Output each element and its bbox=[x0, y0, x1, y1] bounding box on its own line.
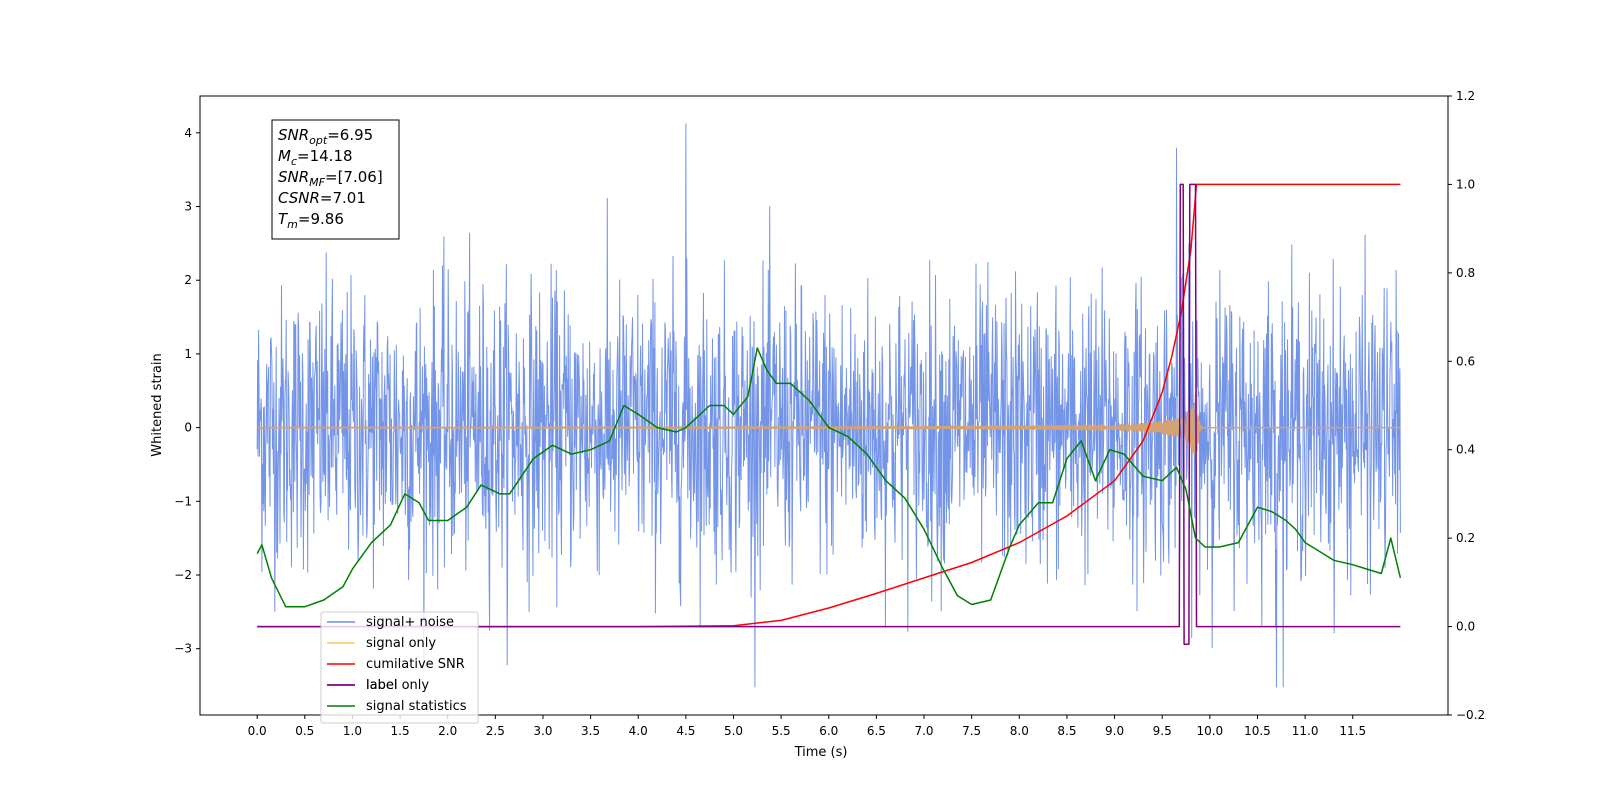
x-axis-ticks: 0.0 0.5 1.0 1.5 2.0 2.5 3.0 3.5 4.0 4.5 5.0 5.5 6.0 6… bbox=[248, 715, 1366, 738]
y-tick-label: 0 bbox=[184, 421, 192, 435]
x-tick-label: 6.0 bbox=[819, 724, 838, 738]
plot-frame bbox=[199, 95, 1449, 716]
annotation-line: Tm=9.86 bbox=[278, 210, 344, 231]
y-tick-label: 3 bbox=[184, 200, 192, 214]
x-tick-label: 7.5 bbox=[962, 724, 981, 738]
x-tick-label: 8.5 bbox=[1057, 724, 1076, 738]
y-tick-label: −3 bbox=[174, 642, 192, 656]
y-tick-label: 1 bbox=[184, 347, 192, 361]
legend-entry-label: label only bbox=[366, 678, 429, 693]
legend-entry-label: signal only bbox=[366, 636, 436, 651]
legend: signal+ noise signal only cumilative SNR la… bbox=[320, 611, 479, 724]
x-tick-label: 0.5 bbox=[295, 724, 314, 738]
x-tick-label: 10.5 bbox=[1244, 724, 1271, 738]
x-tick-label: 2.5 bbox=[486, 724, 505, 738]
series-signal-statistics-line bbox=[256, 347, 1402, 608]
x-tick-label: 8.0 bbox=[1010, 724, 1029, 738]
x-tick-label: 1.5 bbox=[391, 724, 410, 738]
x-tick-label: 9.5 bbox=[1153, 724, 1172, 738]
series-layer bbox=[256, 123, 1402, 688]
annotation-line: Mc=14.18 bbox=[278, 147, 353, 168]
annotation-line: SNRopt=6.95 bbox=[278, 126, 373, 147]
x-tick-label: 11.5 bbox=[1339, 724, 1366, 738]
legend-entry-label: signal statistics bbox=[366, 699, 467, 714]
y2-tick-label: 0.2 bbox=[1456, 531, 1475, 545]
x-tick-label: 0.0 bbox=[248, 724, 267, 738]
y-tick-label: −1 bbox=[174, 494, 192, 508]
annotation-box: SNRopt=6.95Mc=14.18SNRMF=[7.06]CSNR=7.01… bbox=[271, 119, 400, 240]
legend-entry-label: cumilative SNR bbox=[366, 657, 465, 672]
series-signal-noise-line bbox=[256, 123, 1401, 688]
x-tick-label: 4.5 bbox=[676, 724, 695, 738]
x-tick-label: 3.0 bbox=[533, 724, 552, 738]
y-tick-label: 2 bbox=[184, 273, 192, 287]
x-tick-label: 4.0 bbox=[629, 724, 648, 738]
x-tick-label: 5.5 bbox=[772, 724, 791, 738]
x-tick-label: 1.0 bbox=[343, 724, 362, 738]
x-tick-label: 10.0 bbox=[1196, 724, 1223, 738]
y-tick-label: −2 bbox=[174, 568, 192, 582]
y2-axis-ticks: 1.2 1.0 0.8 0.6 0.4 0.2 0.0 −0.2 bbox=[1448, 89, 1485, 722]
y2-tick-label: 0.8 bbox=[1456, 266, 1475, 280]
series-label-line bbox=[257, 183, 1401, 646]
x-tick-label: 9.0 bbox=[1105, 724, 1124, 738]
x-tick-label: 6.5 bbox=[867, 724, 886, 738]
x-tick-label: 11.0 bbox=[1292, 724, 1319, 738]
y2-tick-label: −0.2 bbox=[1456, 708, 1485, 722]
y2-tick-label: 0.6 bbox=[1456, 354, 1475, 368]
legend-entry-label: signal+ noise bbox=[366, 615, 454, 630]
legend-entry-label: label bbox=[366, 678, 397, 693]
x-tick-label: 3.5 bbox=[581, 724, 600, 738]
x-tick-label: 5.0 bbox=[724, 724, 743, 738]
x-axis-label: Time (s) bbox=[794, 745, 848, 760]
y2-tick-label: 1.0 bbox=[1456, 177, 1475, 191]
y2-tick-label: 1.2 bbox=[1456, 89, 1475, 103]
y-axis-ticks: 4 3 2 1 0 −1 −2 −3 bbox=[174, 126, 200, 656]
y2-tick-label: 0.0 bbox=[1456, 620, 1475, 634]
y-axis-label: Whitened strain bbox=[150, 353, 165, 456]
y2-tick-label: 0.4 bbox=[1456, 443, 1475, 457]
annotation-line: SNRMF=[7.06] bbox=[278, 168, 383, 189]
x-tick-label: 2.0 bbox=[438, 724, 457, 738]
annotation-line: CSNR=7.01 bbox=[278, 189, 366, 207]
x-tick-label: 7.0 bbox=[914, 724, 933, 738]
y-tick-label: 4 bbox=[184, 126, 192, 140]
